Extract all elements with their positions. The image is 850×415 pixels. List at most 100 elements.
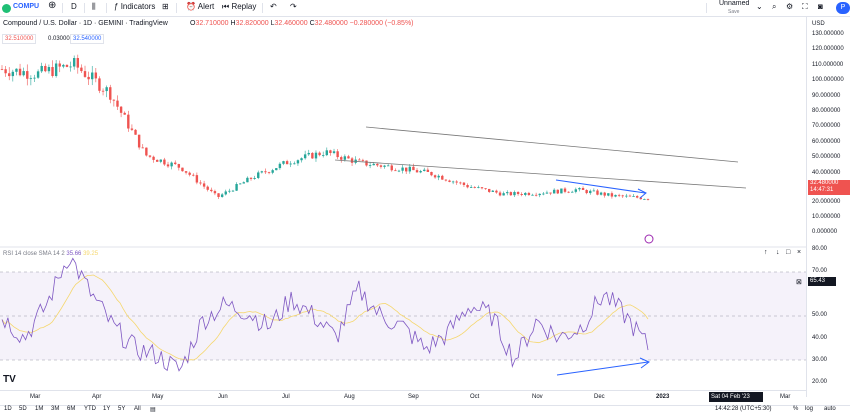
candle-body — [181, 167, 184, 172]
candle-body — [437, 175, 440, 178]
candle-body — [249, 177, 253, 179]
price-candles — [0, 54, 650, 201]
range-1d[interactable]: 1D — [4, 406, 12, 412]
candle-body — [282, 161, 285, 164]
replay-label: Replay — [231, 2, 257, 11]
replay-button[interactable]: ⏮ Replay — [222, 2, 256, 12]
currency-label[interactable]: USD — [812, 21, 825, 27]
candle-body — [134, 129, 137, 135]
candle-body — [271, 170, 274, 173]
channel-lower-line — [334, 159, 747, 189]
templates-icon[interactable]: ⊞ — [162, 2, 169, 11]
candle-body — [285, 161, 289, 165]
fullscreen-icon[interactable]: ⛶ — [802, 2, 808, 11]
candle-body — [563, 188, 567, 192]
chart-title: Compound / U.S. Dollar · 1D · GEMINI · T… — [3, 20, 168, 27]
candle-body — [607, 193, 610, 196]
range-3m[interactable]: 3M — [51, 406, 60, 412]
candle-body — [177, 164, 181, 168]
publish-button[interactable]: P — [836, 2, 850, 14]
range-6m[interactable]: 6M — [67, 406, 76, 412]
price-tick: 20.000000 — [812, 199, 841, 205]
candle-body — [408, 166, 412, 172]
alert-button[interactable]: ⏰ Alert — [186, 2, 214, 11]
close-label: C — [309, 20, 315, 27]
replay-icon: ⏮ — [222, 2, 230, 11]
candle-body — [228, 190, 231, 192]
candle-body — [628, 195, 632, 197]
range-1m[interactable]: 1M — [35, 406, 44, 412]
range-ytd[interactable]: YTD — [84, 406, 96, 412]
range-5y[interactable]: 5Y — [118, 406, 126, 412]
rsi-line — [1, 257, 649, 372]
candle-body — [303, 154, 307, 159]
range-all[interactable]: All — [134, 406, 141, 412]
candle-body — [430, 171, 433, 176]
range-1y[interactable]: 1Y — [103, 406, 111, 412]
redo-icon[interactable]: ↷ — [290, 2, 297, 11]
candle-body — [127, 114, 130, 129]
camera-icon[interactable]: ◙ — [818, 2, 823, 11]
auto-toggle[interactable]: auto — [824, 406, 836, 412]
tradingview-logo-icon[interactable]: TV — [3, 374, 16, 385]
chart-canvas[interactable] — [0, 17, 806, 397]
candle-body — [397, 170, 401, 172]
buy-button[interactable]: 32.540000 — [70, 34, 105, 44]
candle-body — [419, 171, 422, 173]
candle-body — [188, 172, 191, 175]
gear-icon[interactable]: ⚙ — [786, 2, 794, 11]
candle-body — [72, 58, 76, 67]
candle-body — [578, 188, 581, 190]
price-tick: 70.000000 — [812, 123, 841, 129]
rsi-tick: 80.00 — [812, 246, 828, 252]
candle-body — [174, 162, 177, 165]
bar-style-icon[interactable]: ⫼ — [92, 2, 96, 11]
candle-body — [643, 199, 646, 200]
close-pane-icon[interactable]: × — [797, 249, 802, 256]
move-up-icon[interactable]: ↑ — [764, 249, 768, 256]
arrow-head — [637, 188, 647, 199]
candle-body — [155, 159, 159, 162]
candle-body — [235, 184, 238, 191]
indicators-icon: ƒ — [114, 2, 119, 11]
search-icon[interactable]: ⌕ — [772, 2, 777, 11]
candle-body — [116, 100, 119, 107]
range-5d[interactable]: 5D — [19, 406, 27, 412]
candle-body — [603, 192, 606, 196]
interval-button[interactable]: D — [71, 2, 77, 11]
sell-button[interactable]: 32.510000 — [2, 34, 37, 44]
candle-body — [336, 151, 339, 158]
low-label: L — [270, 20, 275, 27]
goto-date-icon[interactable]: ▤ — [150, 407, 156, 413]
candle-body — [54, 63, 58, 76]
symbol-search-button[interactable]: COMPU — [0, 1, 42, 14]
candle-body — [484, 188, 487, 190]
rsi-tick: 70.00 — [812, 268, 828, 274]
candle-body — [488, 188, 491, 192]
layout-save-label[interactable]: Save — [728, 9, 740, 15]
chevron-down-icon[interactable]: ⌄ — [756, 2, 763, 11]
crosshair-icon[interactable]: ⊠ — [796, 279, 802, 286]
candle-body — [361, 159, 365, 161]
move-down-icon[interactable]: ↓ — [776, 249, 780, 256]
candle-body — [506, 192, 509, 194]
maximize-pane-icon[interactable]: □ — [786, 249, 791, 256]
candle-body — [184, 171, 188, 173]
candle-body — [11, 71, 15, 77]
candle-body — [278, 163, 282, 169]
time-tick: May — [152, 394, 164, 400]
add-symbol-icon[interactable]: ⊕ — [48, 0, 57, 11]
indicators-label: Indicators — [120, 2, 156, 11]
log-toggle[interactable]: log — [805, 406, 814, 412]
rsi-divergence-arrow — [556, 361, 649, 376]
undo-icon[interactable]: ↶ — [270, 2, 277, 11]
timezone-clock[interactable]: 14:42:28 (UTC+5:30) — [715, 406, 772, 412]
indicators-button[interactable]: ƒ Indicators — [114, 2, 155, 11]
time-tick: Dec — [594, 394, 605, 400]
price-tick: 60.000000 — [812, 139, 841, 145]
candle-body — [426, 169, 430, 172]
percent-toggle[interactable]: % — [793, 406, 799, 412]
candle-body — [524, 192, 527, 195]
layout-name[interactable]: Unnamed — [719, 0, 750, 7]
candle-body — [379, 165, 383, 167]
